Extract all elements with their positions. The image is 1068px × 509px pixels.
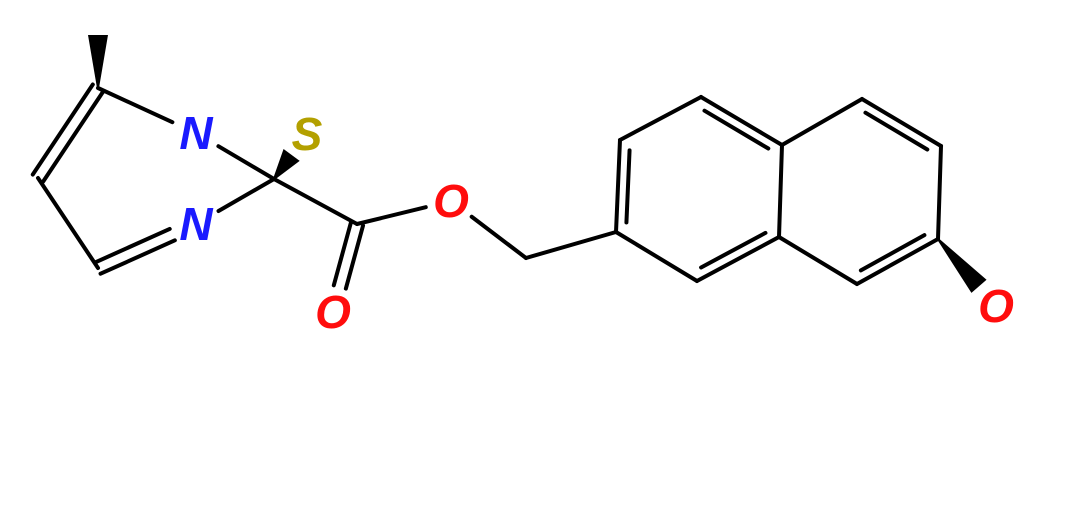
bond-C16-C17 [697, 237, 779, 281]
bond-C12-C13-inner [626, 150, 629, 222]
bond-N1-C2 [98, 88, 172, 122]
atom-label-o: O [315, 286, 351, 338]
bond-C15-C18 [782, 99, 862, 145]
bond-N5-C6 [219, 179, 274, 211]
bond-C2-C23 [88, 35, 108, 88]
atom-label-n: N [179, 198, 213, 250]
bond-C19-C20 [938, 146, 941, 239]
bond-C21-C16 [779, 237, 857, 284]
bond-C3-C4 [38, 178, 98, 268]
atom-label-n: N [179, 107, 213, 159]
atom-label-o: O [433, 175, 469, 227]
atom-label-o: O [978, 280, 1014, 332]
bond-C8-O10 [357, 207, 426, 224]
bond-C13-C14 [620, 97, 701, 140]
bond-C2-C3-b [43, 91, 103, 181]
bond-C15-C16 [779, 145, 782, 237]
bond-C11-C12 [526, 232, 616, 258]
bond-C14-C15 [701, 97, 782, 145]
bond-O10-C11 [472, 217, 526, 258]
bond-C12-C13 [616, 140, 620, 232]
bond-C20-C21 [857, 239, 938, 284]
bond-C18-C19 [862, 99, 941, 146]
bond-C2-C3 [33, 85, 93, 175]
bond-C6-N1 [218, 146, 274, 179]
atom-label-s: S [292, 108, 323, 160]
bond-C17-C12 [616, 232, 697, 281]
bond-C6-C8 [274, 179, 357, 224]
